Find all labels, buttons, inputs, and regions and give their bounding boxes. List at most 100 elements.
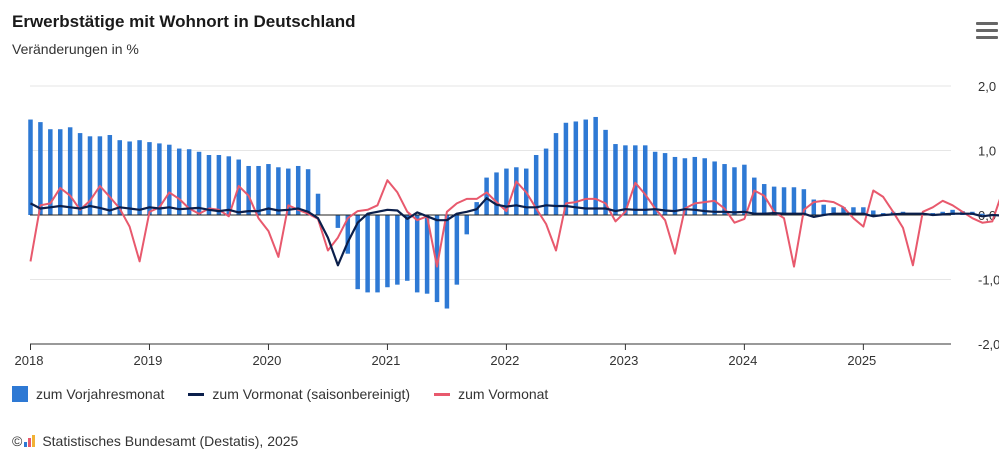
bar	[662, 153, 668, 215]
bar	[107, 135, 113, 215]
bar	[256, 165, 261, 215]
bar	[315, 193, 321, 215]
bar	[276, 167, 281, 215]
bar	[761, 184, 767, 215]
y-tick-label: 2,0	[978, 79, 996, 94]
bar	[623, 145, 628, 215]
x-tick-label: 2021	[371, 353, 400, 368]
hamburger-menu-icon[interactable]	[976, 22, 998, 40]
bar	[266, 164, 271, 215]
destatis-logo-icon	[24, 435, 36, 447]
bar	[157, 143, 162, 215]
bar	[405, 215, 410, 281]
bar	[841, 207, 846, 215]
bar	[67, 127, 73, 215]
bar	[38, 122, 43, 215]
legend-item-vormonat[interactable]: zum Vormonat	[434, 386, 548, 402]
bar	[77, 133, 83, 215]
bar	[831, 207, 836, 215]
bar	[712, 161, 717, 215]
bar	[702, 158, 707, 215]
legend-label: zum Vormonat (saisonbereinigt)	[212, 386, 411, 402]
bar	[603, 129, 608, 215]
bar	[672, 156, 678, 215]
bar	[781, 187, 787, 215]
bar	[216, 155, 222, 215]
bar	[57, 129, 63, 215]
bar	[563, 122, 569, 215]
bar	[861, 207, 866, 215]
bar	[414, 215, 420, 293]
bar	[950, 209, 955, 215]
bar	[355, 215, 360, 290]
bar	[514, 167, 519, 215]
legend-item-vormonat-saisonbereinigt[interactable]: zum Vormonat (saisonbereinigt)	[188, 386, 410, 402]
bar	[434, 215, 440, 303]
bar	[732, 167, 737, 215]
bar	[811, 199, 817, 215]
credit-line: © Statistisches Bundesamt (Destatis), 20…	[12, 433, 298, 449]
bar	[286, 168, 291, 215]
series-line	[29, 197, 999, 267]
bar	[454, 215, 460, 285]
bar	[593, 116, 598, 215]
x-tick-label: 2023	[609, 353, 638, 368]
bar	[87, 136, 93, 215]
bar	[851, 207, 856, 215]
bar	[424, 215, 430, 294]
bar	[543, 148, 549, 215]
bar	[395, 215, 400, 285]
bar	[167, 144, 172, 215]
bar	[533, 155, 539, 215]
legend-line-swatch	[434, 392, 451, 396]
bar	[742, 164, 747, 215]
bar	[573, 121, 579, 215]
bar	[791, 187, 797, 215]
x-tick-label: 2022	[490, 353, 519, 368]
bar	[147, 142, 152, 215]
bar	[186, 149, 192, 215]
bar	[821, 204, 826, 215]
x-tick-label: 2025	[847, 353, 876, 368]
bar	[176, 148, 182, 215]
legend-line-swatch	[188, 392, 205, 396]
bar	[682, 158, 688, 215]
bar	[48, 129, 53, 215]
bar	[28, 119, 33, 215]
x-tick-label: 2020	[252, 353, 281, 368]
bar	[295, 165, 301, 215]
x-tick-label: 2019	[133, 353, 162, 368]
bar	[583, 119, 588, 215]
bar	[137, 140, 142, 215]
bar	[246, 165, 251, 215]
series-line	[29, 179, 999, 268]
bar	[633, 145, 638, 215]
bar	[484, 177, 489, 215]
bar	[305, 169, 311, 215]
bar	[494, 172, 499, 215]
bar	[375, 215, 380, 293]
legend-item-vorjahresmonat[interactable]: zum Vorjahresmonat	[12, 386, 164, 402]
y-tick-label: 1,0	[978, 144, 996, 159]
y-tick-label: -2,0	[978, 337, 999, 352]
bar	[226, 156, 232, 215]
copyright-symbol: ©	[12, 433, 23, 449]
bar	[722, 164, 727, 215]
bar	[365, 215, 370, 293]
bar	[464, 215, 470, 235]
bar	[444, 215, 450, 309]
chart-subtitle: Veränderungen in %	[12, 41, 139, 57]
legend: zum Vorjahresmonat zum Vormonat (saisonb…	[12, 386, 572, 402]
legend-label: zum Vormonat	[458, 386, 549, 402]
bar	[97, 136, 103, 215]
x-tick-label: 2024	[728, 353, 757, 368]
bar	[613, 144, 618, 215]
x-tick-label: 2018	[15, 353, 44, 368]
bar	[553, 133, 559, 215]
credit-text: Statistisches Bundesamt (Destatis), 2025	[42, 433, 299, 449]
bar	[335, 215, 341, 228]
bar	[206, 155, 212, 215]
bar	[980, 213, 985, 215]
bar	[771, 186, 777, 215]
